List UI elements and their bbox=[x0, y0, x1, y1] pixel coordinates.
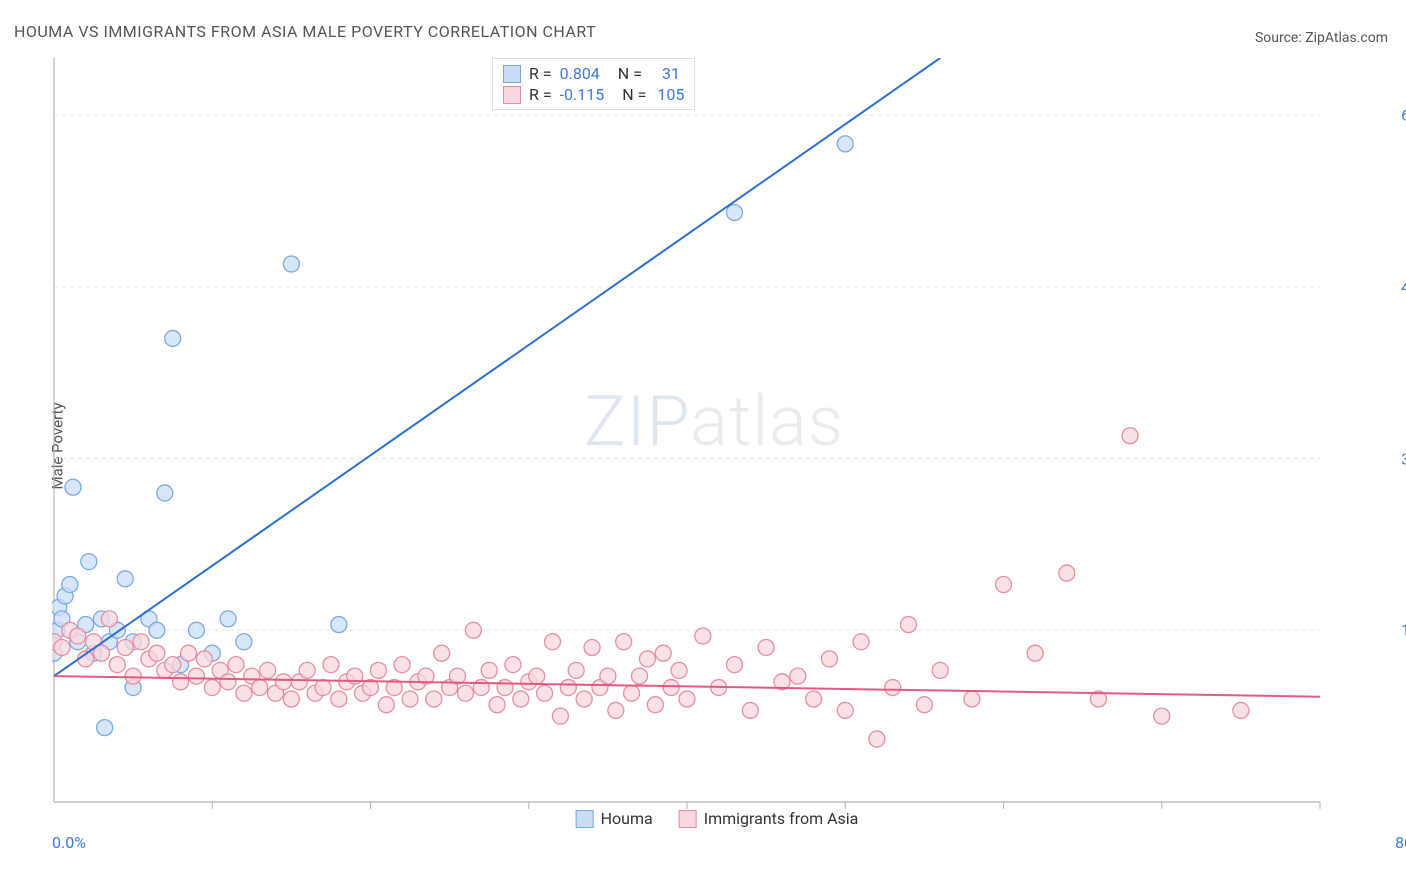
y-tick-label: 30.0% bbox=[1401, 449, 1406, 468]
n-value-asia: 105 bbox=[654, 85, 684, 104]
swatch-asia bbox=[503, 86, 521, 104]
x-axis-max-label: 80.0% bbox=[1395, 833, 1406, 852]
r-label: R = bbox=[529, 64, 552, 83]
correlation-legend: R = 0.804 N = 31 R = -0.115 N = 105 bbox=[492, 58, 695, 110]
legend-item: Houma bbox=[576, 809, 653, 828]
legend-swatch bbox=[679, 810, 697, 828]
scatter-plot-svg bbox=[52, 58, 1382, 828]
legend-row-houma: R = 0.804 N = 31 bbox=[503, 63, 684, 84]
legend-label: Houma bbox=[601, 809, 653, 828]
series-legend: Houma Immigrants from Asia bbox=[576, 809, 859, 828]
n-value-houma: 31 bbox=[650, 64, 680, 83]
r-value-asia: -0.115 bbox=[560, 85, 605, 104]
legend-swatch bbox=[576, 810, 594, 828]
swatch-houma bbox=[503, 65, 521, 83]
y-tick-label: 45.0% bbox=[1401, 277, 1406, 296]
chart-title: HOUMA VS IMMIGRANTS FROM ASIA MALE POVER… bbox=[14, 22, 596, 41]
legend-row-asia: R = -0.115 N = 105 bbox=[503, 84, 684, 105]
legend-item: Immigrants from Asia bbox=[679, 809, 859, 828]
y-tick-label: 60.0% bbox=[1401, 106, 1406, 125]
r-label: R = bbox=[529, 85, 552, 104]
legend-label: Immigrants from Asia bbox=[704, 809, 859, 828]
n-label: N = bbox=[618, 64, 642, 83]
y-tick-label: 15.0% bbox=[1401, 621, 1406, 640]
r-value-houma: 0.804 bbox=[560, 64, 600, 83]
chart-area: ZIPatlas R = 0.804 N = 31 R = -0.115 N =… bbox=[52, 58, 1382, 828]
x-axis-min-label: 0.0% bbox=[52, 833, 86, 852]
source-attribution: Source: ZipAtlas.com bbox=[1255, 30, 1388, 46]
n-label: N = bbox=[622, 85, 646, 104]
